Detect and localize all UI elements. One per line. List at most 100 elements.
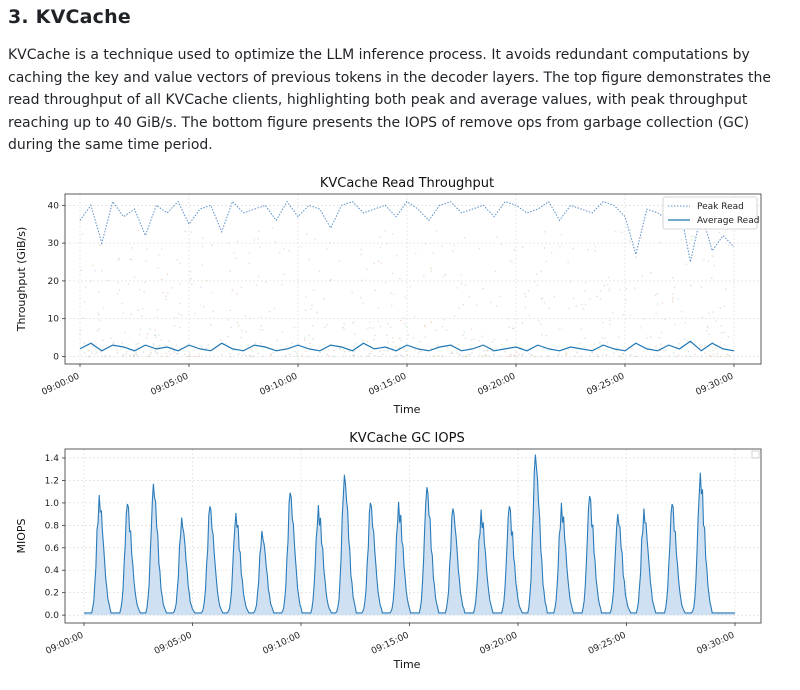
- chart-title: KVCache Read Throughput: [320, 176, 494, 191]
- scatter-point: [343, 327, 345, 330]
- scatter-point: [165, 352, 168, 355]
- scatter-point: [634, 287, 636, 289]
- scatter-point: [190, 277, 193, 280]
- scatter-point: [629, 354, 631, 357]
- scatter-point: [391, 272, 394, 275]
- scatter-point: [117, 258, 120, 261]
- scatter-point: [295, 355, 298, 358]
- scatter-point: [565, 354, 567, 356]
- scatter-point: [580, 355, 582, 357]
- scatter-point: [543, 247, 546, 249]
- scatter-point: [99, 350, 102, 353]
- scatter-point: [98, 319, 101, 321]
- scatter-point: [210, 324, 212, 326]
- scatter-point: [608, 319, 611, 322]
- scatter-point: [574, 355, 576, 357]
- scatter-point: [706, 326, 709, 329]
- scatter-point: [471, 338, 473, 341]
- scatter-point: [326, 353, 329, 356]
- scatter-point: [707, 260, 710, 262]
- scatter-point: [329, 279, 331, 282]
- scatter-point: [403, 348, 406, 351]
- scatter-point: [415, 252, 417, 255]
- scatter-point: [82, 317, 85, 319]
- scatter-point: [229, 270, 232, 272]
- scatter-point: [445, 329, 448, 331]
- scatter-point: [625, 287, 628, 290]
- scatter-point: [118, 289, 121, 291]
- scatter-point: [137, 309, 140, 312]
- scatter-point: [456, 352, 459, 354]
- y-tick-label: 20: [48, 277, 60, 287]
- scatter-point: [190, 283, 193, 285]
- scatter-point: [352, 354, 354, 356]
- scatter-point: [394, 355, 397, 358]
- scatter-point: [710, 355, 713, 358]
- scatter-point: [704, 352, 706, 354]
- scatter-point: [582, 308, 585, 310]
- scatter-point: [715, 347, 717, 350]
- scatter-point: [462, 303, 465, 306]
- scatter-point: [173, 351, 176, 354]
- scatter-point: [311, 304, 313, 307]
- y-tick-label: 1.0: [45, 499, 60, 509]
- scatter-point: [437, 355, 440, 357]
- scatter-point: [659, 241, 661, 244]
- scatter-point: [409, 285, 412, 288]
- scatter-point: [483, 349, 485, 352]
- scatter-point: [663, 350, 665, 352]
- scatter-point: [640, 235, 643, 238]
- scatter-point: [257, 275, 260, 278]
- scatter-point: [353, 321, 355, 323]
- scatter-point: [148, 355, 150, 357]
- scatter-point: [390, 304, 393, 307]
- y-tick-label: 0.8: [45, 521, 60, 531]
- scatter-point: [608, 287, 611, 289]
- scatter-point: [530, 354, 533, 357]
- scatter-point: [518, 353, 521, 356]
- scatter-point: [271, 227, 274, 230]
- scatter-point: [183, 353, 186, 356]
- scatter-point: [528, 314, 530, 317]
- scatter-point: [471, 352, 473, 354]
- scatter-point: [325, 349, 327, 351]
- scatter-point: [368, 321, 371, 323]
- scatter-point: [511, 261, 513, 263]
- scatter-point: [389, 326, 392, 328]
- scatter-point: [478, 247, 481, 250]
- scatter-point: [453, 244, 455, 247]
- x-tick-label: 09:25:00: [587, 631, 628, 657]
- scatter-point: [157, 345, 160, 348]
- scatter-point: [164, 344, 166, 347]
- gc-iops-chart: KVCache GC IOPS 0.0 0.2 0.4 0.6 0.8 1.0 1.2 1.4…: [15, 431, 762, 671]
- scatter-point: [220, 353, 223, 356]
- scatter-point: [705, 330, 708, 332]
- scatter-point: [727, 335, 730, 338]
- scatter-point: [240, 336, 242, 339]
- scatter-point: [478, 354, 481, 357]
- scatter-point: [87, 349, 90, 352]
- scatter-point: [567, 261, 569, 263]
- scatter-point: [201, 346, 203, 348]
- scatter-point: [205, 347, 208, 350]
- scatter-point: [383, 349, 385, 352]
- scatter-point: [172, 349, 175, 352]
- scatter-point: [248, 251, 251, 254]
- scatter-point: [102, 307, 105, 310]
- scatter-point: [403, 317, 405, 319]
- scatter-point: [512, 327, 515, 329]
- scatter-point: [510, 353, 512, 356]
- scatter-point: [274, 241, 277, 243]
- scatter-point: [615, 349, 618, 352]
- plot-frame: [64, 448, 762, 624]
- scatter-point: [176, 352, 179, 355]
- scatter-point: [206, 279, 208, 282]
- scatter-point: [527, 289, 530, 292]
- scatter-point: [729, 355, 731, 358]
- scatter-point: [398, 337, 401, 340]
- scatter-point: [570, 280, 572, 283]
- scatter-point: [693, 235, 695, 238]
- scatter-point: [690, 355, 692, 358]
- scatter-point: [245, 354, 247, 357]
- scatter-point: [723, 305, 726, 308]
